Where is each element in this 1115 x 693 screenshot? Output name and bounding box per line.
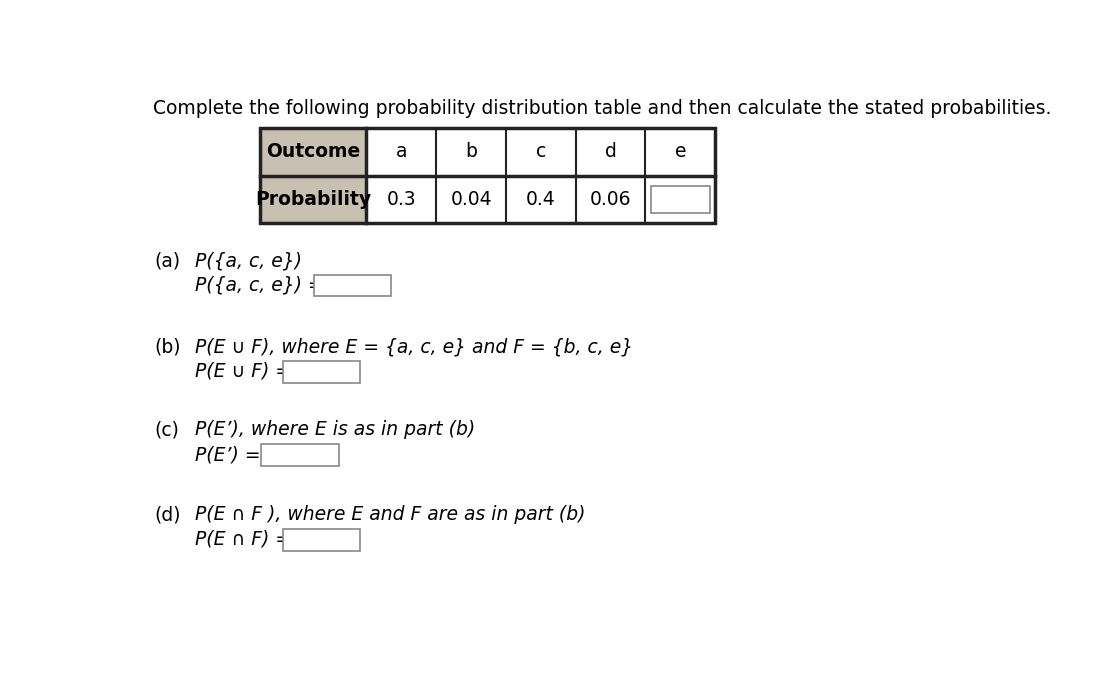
Text: P({a, c, e}) =: P({a, c, e}) = [195,276,324,295]
Bar [260,175,367,223]
Bar [260,128,367,175]
Text: 0.06: 0.06 [590,190,631,209]
Text: e: e [675,142,686,161]
Text: 0.04: 0.04 [450,190,492,209]
Text: d: d [604,142,617,161]
Bar [283,529,360,550]
Bar [651,186,710,213]
Text: Complete the following probability distribution table and then calculate the sta: Complete the following probability distr… [154,98,1051,118]
Text: c: c [535,142,546,161]
Text: P(E ∪ F) =: P(E ∪ F) = [195,362,291,381]
Bar [313,275,391,297]
Text: P(E ∪ F), where E = {a, c, e} and F = {b, c, e}: P(E ∪ F), where E = {a, c, e} and F = {b… [195,337,633,356]
Text: Probability: Probability [255,190,371,209]
Text: a: a [396,142,407,161]
Text: P(E’), where E is as in part (b): P(E’), where E is as in part (b) [195,421,475,439]
Bar [260,128,715,223]
Text: P(E ∩ F) =: P(E ∩ F) = [195,529,291,549]
Bar [283,361,360,383]
Text: 0.4: 0.4 [526,190,555,209]
Text: 0.3: 0.3 [387,190,416,209]
Text: (c): (c) [155,421,180,439]
Text: b: b [465,142,477,161]
Text: Outcome: Outcome [265,142,360,161]
Bar [261,444,339,466]
Text: P({a, c, e}): P({a, c, e}) [195,251,302,270]
Text: (b): (b) [155,337,182,356]
Text: P(E’) =: P(E’) = [195,445,261,464]
Text: P(E ∩ F ), where E and F are as in part (b): P(E ∩ F ), where E and F are as in part … [195,505,585,524]
Text: (d): (d) [155,505,182,524]
Text: (a): (a) [155,251,181,270]
